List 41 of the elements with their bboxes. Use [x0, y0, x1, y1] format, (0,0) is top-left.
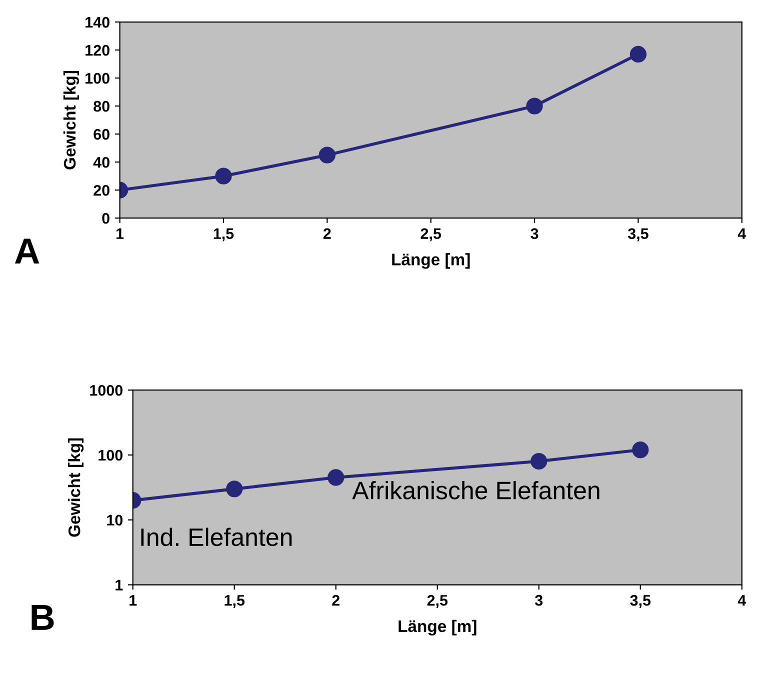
x-tick-label: 2,5	[420, 228, 442, 242]
x-tick-label: 3,5	[628, 228, 648, 242]
y-tick-label: 60	[94, 128, 110, 140]
annotation: Ind. Elefanten	[141, 528, 292, 546]
x-tick-label: 2	[332, 594, 340, 606]
y-tick-label: 1000	[90, 384, 123, 396]
x-tick-label: 3	[530, 228, 538, 240]
point	[530, 452, 548, 470]
x-tick-label: 3	[534, 594, 543, 606]
y-tick-label: 0	[102, 212, 110, 224]
y-tick-label: 10	[107, 514, 123, 526]
y-axis-title: Gewicht [kg]	[63, 70, 80, 170]
x-tick-label: 3,5	[630, 594, 651, 608]
point	[226, 480, 243, 498]
y-tick-label: 100	[86, 72, 110, 84]
point	[632, 442, 649, 458]
x-axis-title: Länge [m]	[398, 620, 476, 636]
y-tick-label: 100	[98, 450, 123, 461]
x-tick-label: 4	[738, 228, 746, 239]
x-tick-label: 1,5	[214, 228, 234, 242]
annotation: Afrikanische Elefanten	[352, 481, 600, 500]
y-axis-title: Gewicht [kg]	[68, 438, 84, 537]
y-tick-label: 20	[94, 184, 110, 196]
point	[526, 98, 543, 114]
point	[215, 168, 232, 184]
x-tick-label: 1	[130, 595, 137, 606]
text: B	[32, 605, 54, 630]
point	[318, 146, 336, 164]
x-axis-title: Länge [m]	[392, 253, 470, 269]
y-tick-label: 40	[93, 156, 110, 168]
x-tick-label: 1,5	[224, 595, 245, 608]
y-tick-label: 140	[86, 16, 110, 28]
point	[630, 46, 647, 63]
y-tick-label: 1	[116, 580, 123, 590]
text: A	[14, 238, 40, 264]
x-tick-label: 4	[738, 595, 746, 606]
point	[328, 469, 344, 486]
y-tick-label: 120	[86, 44, 110, 56]
x-tick-label: 2,5	[427, 594, 448, 608]
y-tick-label: 80	[94, 100, 110, 112]
x-tick-label: 2	[323, 228, 331, 239]
